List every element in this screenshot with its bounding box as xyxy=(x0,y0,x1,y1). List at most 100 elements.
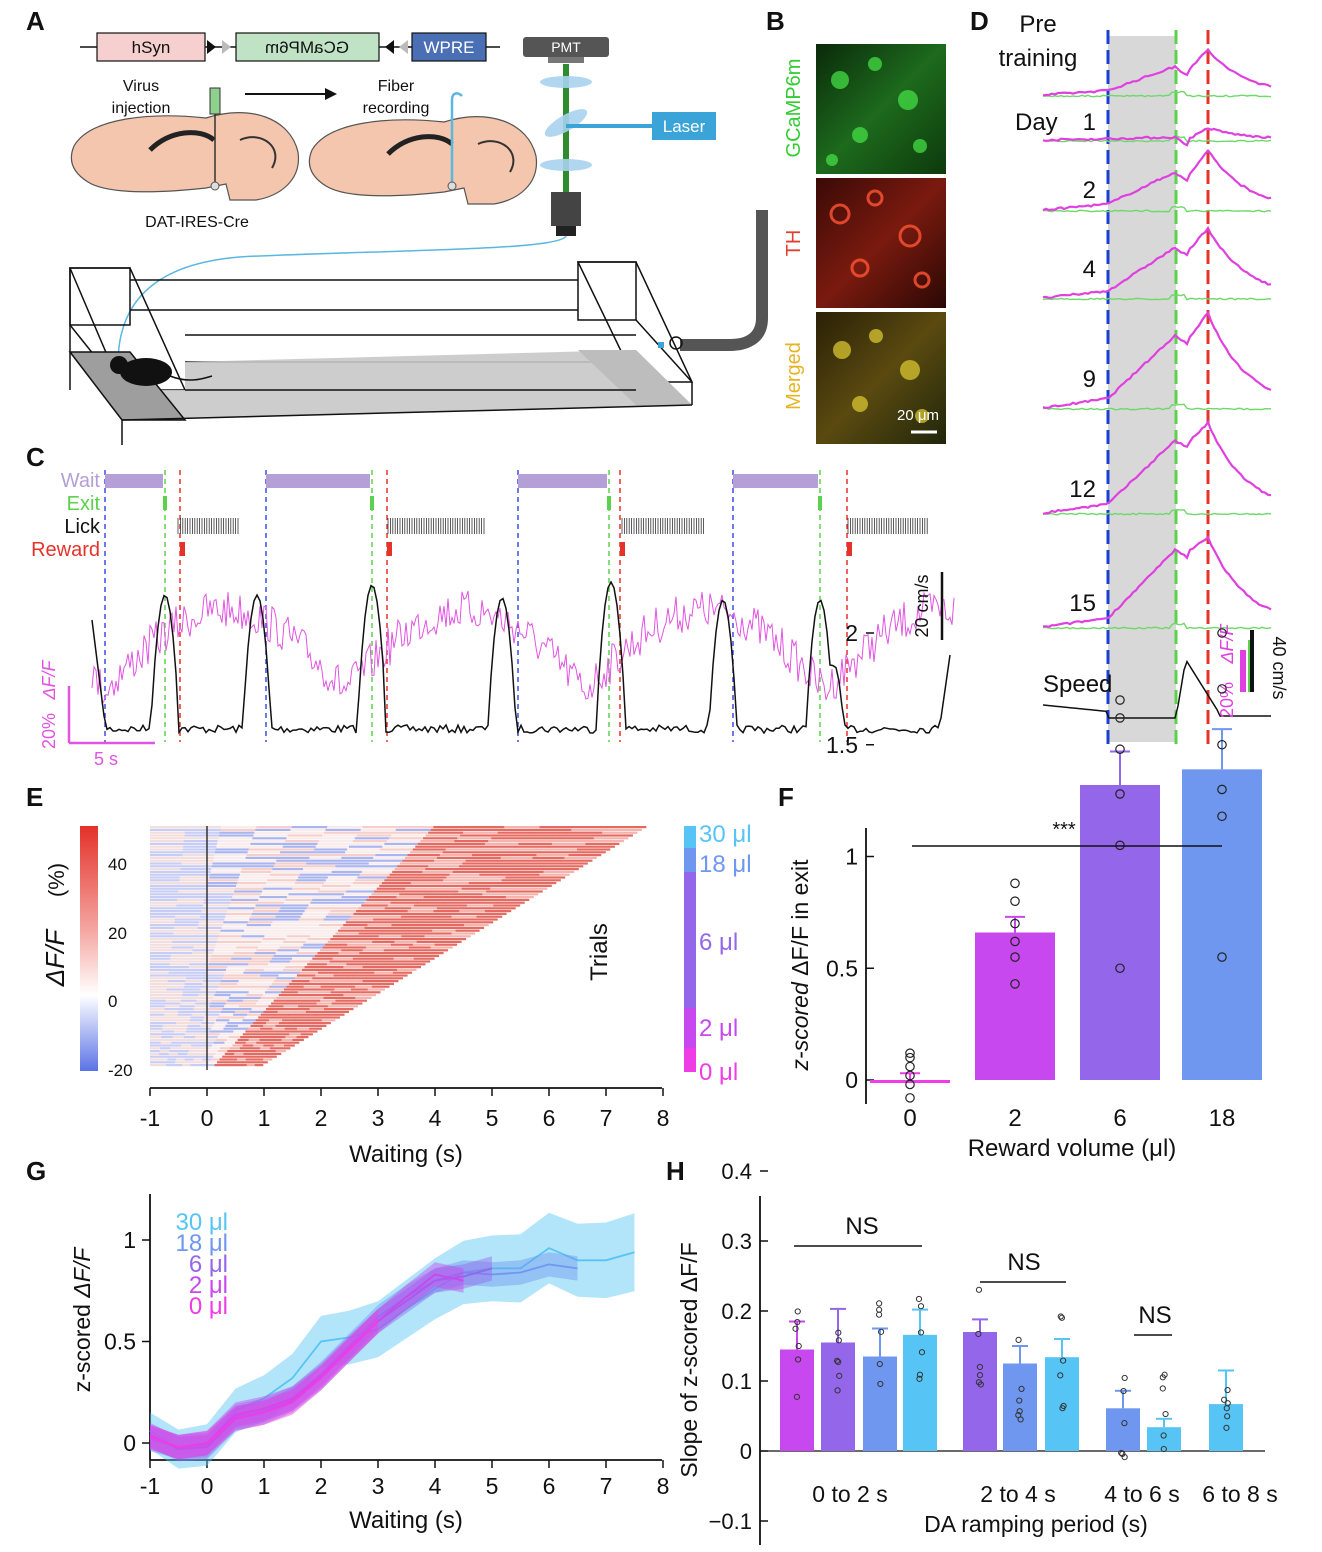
h-data-point xyxy=(793,1393,801,1400)
volume-segment xyxy=(684,1008,696,1048)
f-ylabel: z-scored ΔF/F in exit xyxy=(787,859,813,1072)
f-data-point xyxy=(1010,952,1020,962)
h-data-point xyxy=(1121,1420,1128,1427)
h-bar xyxy=(1147,1427,1181,1451)
h-data-point xyxy=(1221,1396,1228,1403)
c-wait-bar xyxy=(266,474,370,488)
panel-d: Pre training Day 1 2 4 9 12 15 Speed 20%… xyxy=(999,11,1289,745)
f-sig-label: *** xyxy=(1052,819,1076,841)
reward-spout xyxy=(680,210,768,351)
g-ylabel: z-scored ΔF/F xyxy=(69,1246,95,1392)
speed-average-trace xyxy=(1042,659,1271,719)
f-data-point xyxy=(1010,878,1020,889)
g-x-tick: 4 xyxy=(429,1473,442,1499)
brain-left xyxy=(70,112,300,201)
row-day-9: 9 xyxy=(1083,366,1096,393)
row-exit: Exit xyxy=(67,493,101,515)
g-x-tick: -1 xyxy=(140,1473,160,1499)
g-sem-band xyxy=(150,1262,464,1460)
h-bar xyxy=(1003,1363,1037,1451)
h-data-point xyxy=(1059,1405,1066,1412)
f-x-tick: 0 xyxy=(903,1105,916,1132)
panel-letter-a: A xyxy=(26,6,45,36)
g-y-tick: 0.5 xyxy=(104,1329,136,1355)
g-x-tick: 8 xyxy=(657,1473,670,1499)
virus-label-1: Virus xyxy=(123,78,159,95)
h-data-point xyxy=(1120,1387,1127,1395)
h-data-point xyxy=(1224,1386,1231,1394)
g-x-tick: 0 xyxy=(201,1473,214,1499)
colorbar-tick-20: 20 xyxy=(108,924,127,943)
h-data-point xyxy=(835,1358,842,1366)
g-series-line xyxy=(149,1247,635,1451)
volume-label: 30 μl xyxy=(699,821,752,848)
g-legend-item: 0 μl xyxy=(189,1293,228,1320)
h-data-point xyxy=(917,1303,925,1310)
h-data-point xyxy=(1160,1432,1167,1439)
speed-scale-label: 20 cm/s xyxy=(912,574,932,637)
h-data-point xyxy=(794,1308,801,1315)
g-series-line xyxy=(149,1320,379,1449)
mouse-line-label: DAT-IRES-Cre xyxy=(145,214,249,231)
row-reward: Reward xyxy=(31,539,100,561)
heatmap-x-tick: 7 xyxy=(600,1105,613,1131)
h-data-point xyxy=(835,1337,842,1344)
channel-th: TH xyxy=(783,230,805,257)
f-y-tick: 0 xyxy=(845,1067,858,1093)
h-data-point xyxy=(975,1379,983,1386)
heatmap-x-tick: 4 xyxy=(429,1105,442,1131)
h-xlabel: DA ramping period (s) xyxy=(924,1511,1148,1537)
f-data-point xyxy=(905,1048,915,1058)
f-y-tick: 1 xyxy=(845,844,858,870)
mouse-icon xyxy=(120,358,172,386)
f-data-point xyxy=(1010,979,1020,989)
c-reward-mark xyxy=(387,542,392,556)
d-df-row xyxy=(1042,149,1272,212)
d-df-row xyxy=(1042,535,1272,628)
f-x-tick: 6 xyxy=(1113,1105,1126,1132)
f-data-point xyxy=(1217,784,1227,795)
f-data-point xyxy=(1115,695,1125,705)
d-df-row xyxy=(1042,310,1272,410)
f-data-point xyxy=(905,1079,915,1090)
h-data-point xyxy=(1016,1397,1023,1404)
d-speed-row xyxy=(1042,508,1272,516)
volume-bar: 30 μl 18 μl 6 μl 2 μl 0 μl xyxy=(684,821,752,1086)
bar-chart-f: 0 0.5 1 1.5 2 0 2 6 18 *** Reward volume (μl) z-sco… xyxy=(787,620,1262,1162)
heatmap-x-tick: 8 xyxy=(657,1105,670,1131)
d-speed-row xyxy=(1042,622,1272,630)
volume-label: 0 μl xyxy=(699,1059,738,1086)
h-data-point xyxy=(1015,1336,1022,1343)
brain-right xyxy=(308,116,538,205)
panel-a: hSyn GCaMP6m WPRE PMT Laser Virus inject… xyxy=(68,32,768,445)
colorbar-tick-neg20: -20 xyxy=(108,1061,133,1080)
h-data-point xyxy=(918,1349,926,1356)
panel-letter-b: B xyxy=(766,6,785,36)
h-data-point xyxy=(877,1380,884,1388)
pmt-box xyxy=(523,37,609,57)
c-wait-bar xyxy=(105,474,163,488)
h-y-tick: −0.1 xyxy=(709,1509,752,1534)
g-x-tick: 2 xyxy=(315,1473,328,1499)
virus-label-2: injection xyxy=(112,100,171,117)
h-data-point xyxy=(1058,1314,1066,1321)
heatmap-x-tick: 3 xyxy=(372,1105,385,1131)
c-reward-mark xyxy=(180,542,185,556)
session-traces xyxy=(1042,47,1272,630)
heatmap-xlabel: Waiting (s) xyxy=(349,1141,463,1168)
h-data-point xyxy=(1161,1371,1168,1378)
row-day-12: 12 xyxy=(1069,476,1096,503)
h-data-point xyxy=(976,1363,984,1371)
f-data-point xyxy=(1217,952,1227,962)
heatmap-x-tick: 5 xyxy=(486,1105,499,1131)
volume-segment xyxy=(684,872,696,1008)
f-data-point xyxy=(1010,936,1020,947)
panel-c: Wait Exit Lick Reward 20 cm/s 20% ΔF/F 5… xyxy=(31,470,955,769)
h-data-point xyxy=(794,1318,801,1326)
h-data-point xyxy=(876,1300,883,1307)
df-trace xyxy=(91,590,955,705)
colorbar-tick-40: 40 xyxy=(108,855,127,874)
h-data-point xyxy=(915,1295,923,1303)
